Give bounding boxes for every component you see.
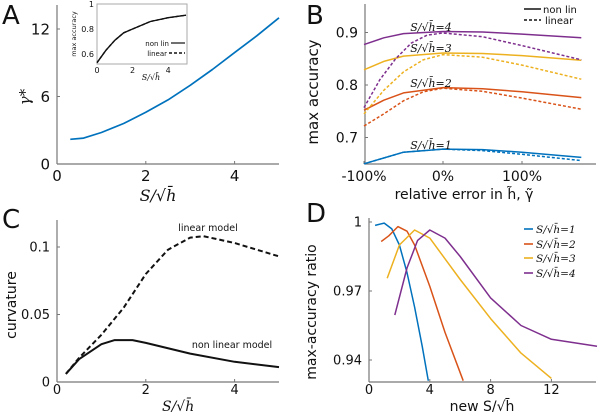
panel-a-inset-x-tick-label: 4 — [166, 66, 171, 75]
panel-letter-b: B — [306, 1, 324, 31]
panel-b-series-label: S/√h̄=2 — [410, 77, 452, 90]
panel-d-series-s-h-1 — [374, 222, 430, 381]
panel-b-y-label: max accuracy — [304, 39, 322, 144]
panel-a-inset-x-tick-label: 2 — [130, 66, 135, 75]
panel-b-series-label: S/√h̄=4 — [410, 21, 452, 34]
panel-a-y-tick-label: 0 — [40, 155, 50, 173]
panel-d-legend-label: S/√h̄=4 — [536, 267, 576, 280]
panel-d-x-tick-label: 4 — [426, 383, 434, 398]
panel-a-inset-x-tick-label: 0 — [94, 66, 99, 75]
panel-a-y-tick-label: 12 — [31, 20, 50, 38]
panel-letter-d: D — [306, 199, 326, 229]
panel-c-series-non-linear-model — [65, 339, 280, 375]
panel-c-annotation-linear-model: linear model — [178, 223, 237, 234]
panel-b-legend-non-lin: non lin — [543, 5, 577, 16]
panel-c-x-label: S/√h̄ — [162, 397, 194, 412]
panel-a-inset-x-label: S/√h̄ — [142, 72, 160, 82]
panel-d-legend-label: S/√h̄=1 — [536, 223, 576, 236]
panel-d-series-s-h-2 — [380, 225, 464, 381]
panel-a-series-gamma — [70, 17, 280, 141]
panel-c-y-tick-label: 0 — [42, 376, 50, 391]
panel-c-y-tick-label: 0.05 — [21, 308, 50, 323]
panel-d-y-tick-label: 1 — [354, 216, 362, 231]
panel-d-x-tick-label: 12 — [543, 383, 560, 398]
panel-a-x-tick-label: 0 — [52, 167, 62, 185]
panel-c-series-linear-model — [65, 235, 280, 375]
panel-b-series-s-h-2-linear — [363, 87, 582, 127]
panel-a-x-tick-label: 4 — [230, 167, 240, 185]
panel-c-x-tick-label: 2 — [142, 383, 150, 398]
panel-a-inset-y-tick-label: 0.6 — [81, 50, 94, 59]
panel-b-x-tick-label: 0% — [432, 169, 454, 185]
panel-letter-c: C — [2, 205, 20, 235]
panel-d-x-label: new S/√h̄ — [450, 397, 515, 412]
panel-d-y-tick-label: 0.94 — [333, 354, 362, 369]
panel-d-x-tick-label: 8 — [486, 383, 494, 398]
panel-b-x-tick-label: 100% — [502, 169, 542, 185]
panel-b-series-s-h-1-linear — [363, 148, 582, 165]
panel-d-y-tick-label: 0.97 — [333, 285, 362, 300]
panel-c-y-tick-label: 0.1 — [29, 241, 50, 256]
panel-c-x-tick-label: 4 — [230, 383, 238, 398]
panel-a-inset-series-linear — [96, 14, 187, 64]
panel-b-series-s-h-4-non-lin — [363, 30, 582, 46]
panel-letter-a: A — [2, 1, 20, 31]
panel-a-inset-y-tick-label: 0.8 — [81, 25, 94, 34]
panel-d-series-s-h-4 — [394, 229, 598, 347]
panel-a-y-tick-label: 6 — [40, 88, 50, 106]
panel-b-y-tick-label: 0.9 — [336, 25, 358, 41]
panel-a-inset-y-label: max accuracy — [70, 11, 78, 57]
panel-a-inset-y-tick-label: 1 — [89, 0, 94, 9]
panel-b-y-tick-label: 0.8 — [336, 78, 358, 94]
panel-c-y-label: curvature — [4, 271, 20, 339]
panel-d-legend-label: S/√h̄=2 — [536, 238, 576, 251]
panel-d-series-s-h-3 — [386, 229, 552, 379]
panel-b-x-tick-label: -100% — [341, 169, 386, 185]
panel-d-x-tick-label: 0 — [365, 383, 373, 398]
panel-d-y-label: max-accuracy ratio — [304, 244, 320, 379]
panel-a-inset-legend-linear: linear — [147, 50, 167, 58]
panel-a-inset-legend-non-lin: non lin — [145, 40, 169, 48]
panel-b-series-s-h-2-non-lin — [363, 86, 582, 111]
panel-a-x-label: S/√h̄ — [140, 184, 177, 205]
panel-c-annotation-non-linear-model: non linear model — [192, 340, 272, 351]
panel-b-series-s-h-4-linear — [363, 32, 582, 108]
panel-a-inset-frame — [96, 3, 188, 65]
panel-b-x-label: relative error in h̃, γ̃ — [395, 186, 534, 203]
panel-b-series-s-h-3-non-lin — [363, 52, 582, 71]
panel-b-y-tick-label: 0.7 — [336, 130, 358, 146]
panel-d-legend-label: S/√h̄=3 — [536, 252, 576, 265]
panel-a-y-label: γ* — [16, 88, 34, 105]
panel-b-series-s-h-3-linear — [363, 53, 582, 115]
panel-a-x-tick-label: 2 — [141, 167, 151, 185]
panel-b-series-label: S/√h̄=3 — [410, 42, 452, 55]
panel-b-legend-linear: linear — [545, 16, 574, 27]
panel-c-x-tick-label: 0 — [53, 383, 61, 398]
panel-b-series-label: S/√h̄=1 — [410, 139, 452, 152]
